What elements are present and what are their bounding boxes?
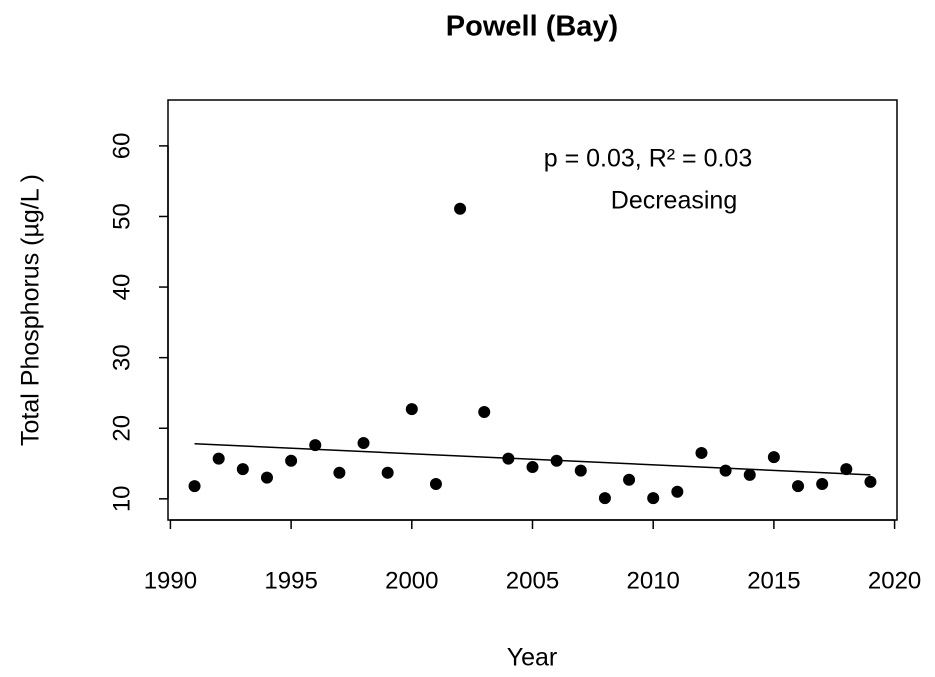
point: [429, 478, 442, 490]
point: [719, 464, 732, 477]
point: [333, 466, 346, 479]
y-axis-label: Total Phosphorus (µg/L ): [17, 174, 45, 446]
point: [792, 480, 805, 493]
plot-frame: [167, 99, 898, 521]
x-tick-label: 1995: [264, 567, 317, 594]
point: [574, 464, 587, 477]
annotation: p = 0.03, R² = 0.03: [544, 145, 752, 173]
y-tick-label: 40: [108, 274, 135, 301]
trend-line: [194, 443, 871, 476]
point: [816, 478, 829, 490]
point: [767, 451, 780, 464]
point: [478, 406, 491, 418]
chart-title: Powell (Bay): [446, 11, 618, 43]
point: [598, 492, 611, 505]
x-tick-label: 2020: [868, 567, 921, 594]
point: [357, 437, 370, 450]
point: [236, 463, 249, 476]
point: [454, 202, 467, 215]
y-tick-label: 10: [108, 485, 135, 512]
point: [671, 485, 684, 498]
point: [260, 471, 273, 484]
y-tick-label: 30: [108, 344, 135, 371]
point: [864, 475, 877, 488]
point: [743, 468, 756, 481]
point: [381, 466, 394, 479]
point: [188, 480, 201, 493]
point: [212, 452, 225, 465]
x-tick-label: 2000: [385, 567, 438, 594]
y-tick-label: 20: [108, 415, 135, 442]
point: [647, 492, 660, 505]
point: [309, 439, 322, 452]
x-axis-label: Year: [507, 644, 558, 672]
x-tick-label: 1990: [144, 567, 197, 594]
point: [285, 454, 298, 467]
y-tick-label: 50: [108, 203, 135, 230]
point: [695, 446, 708, 459]
x-tick-label: 2010: [627, 567, 680, 594]
point: [405, 403, 418, 416]
point: [623, 473, 636, 486]
x-tick-label: 2005: [506, 567, 559, 594]
point: [840, 463, 853, 476]
x-tick-label: 2015: [747, 567, 800, 594]
y-tick-label: 60: [108, 133, 135, 160]
annotation: Decreasing: [611, 187, 737, 215]
point: [526, 461, 539, 474]
